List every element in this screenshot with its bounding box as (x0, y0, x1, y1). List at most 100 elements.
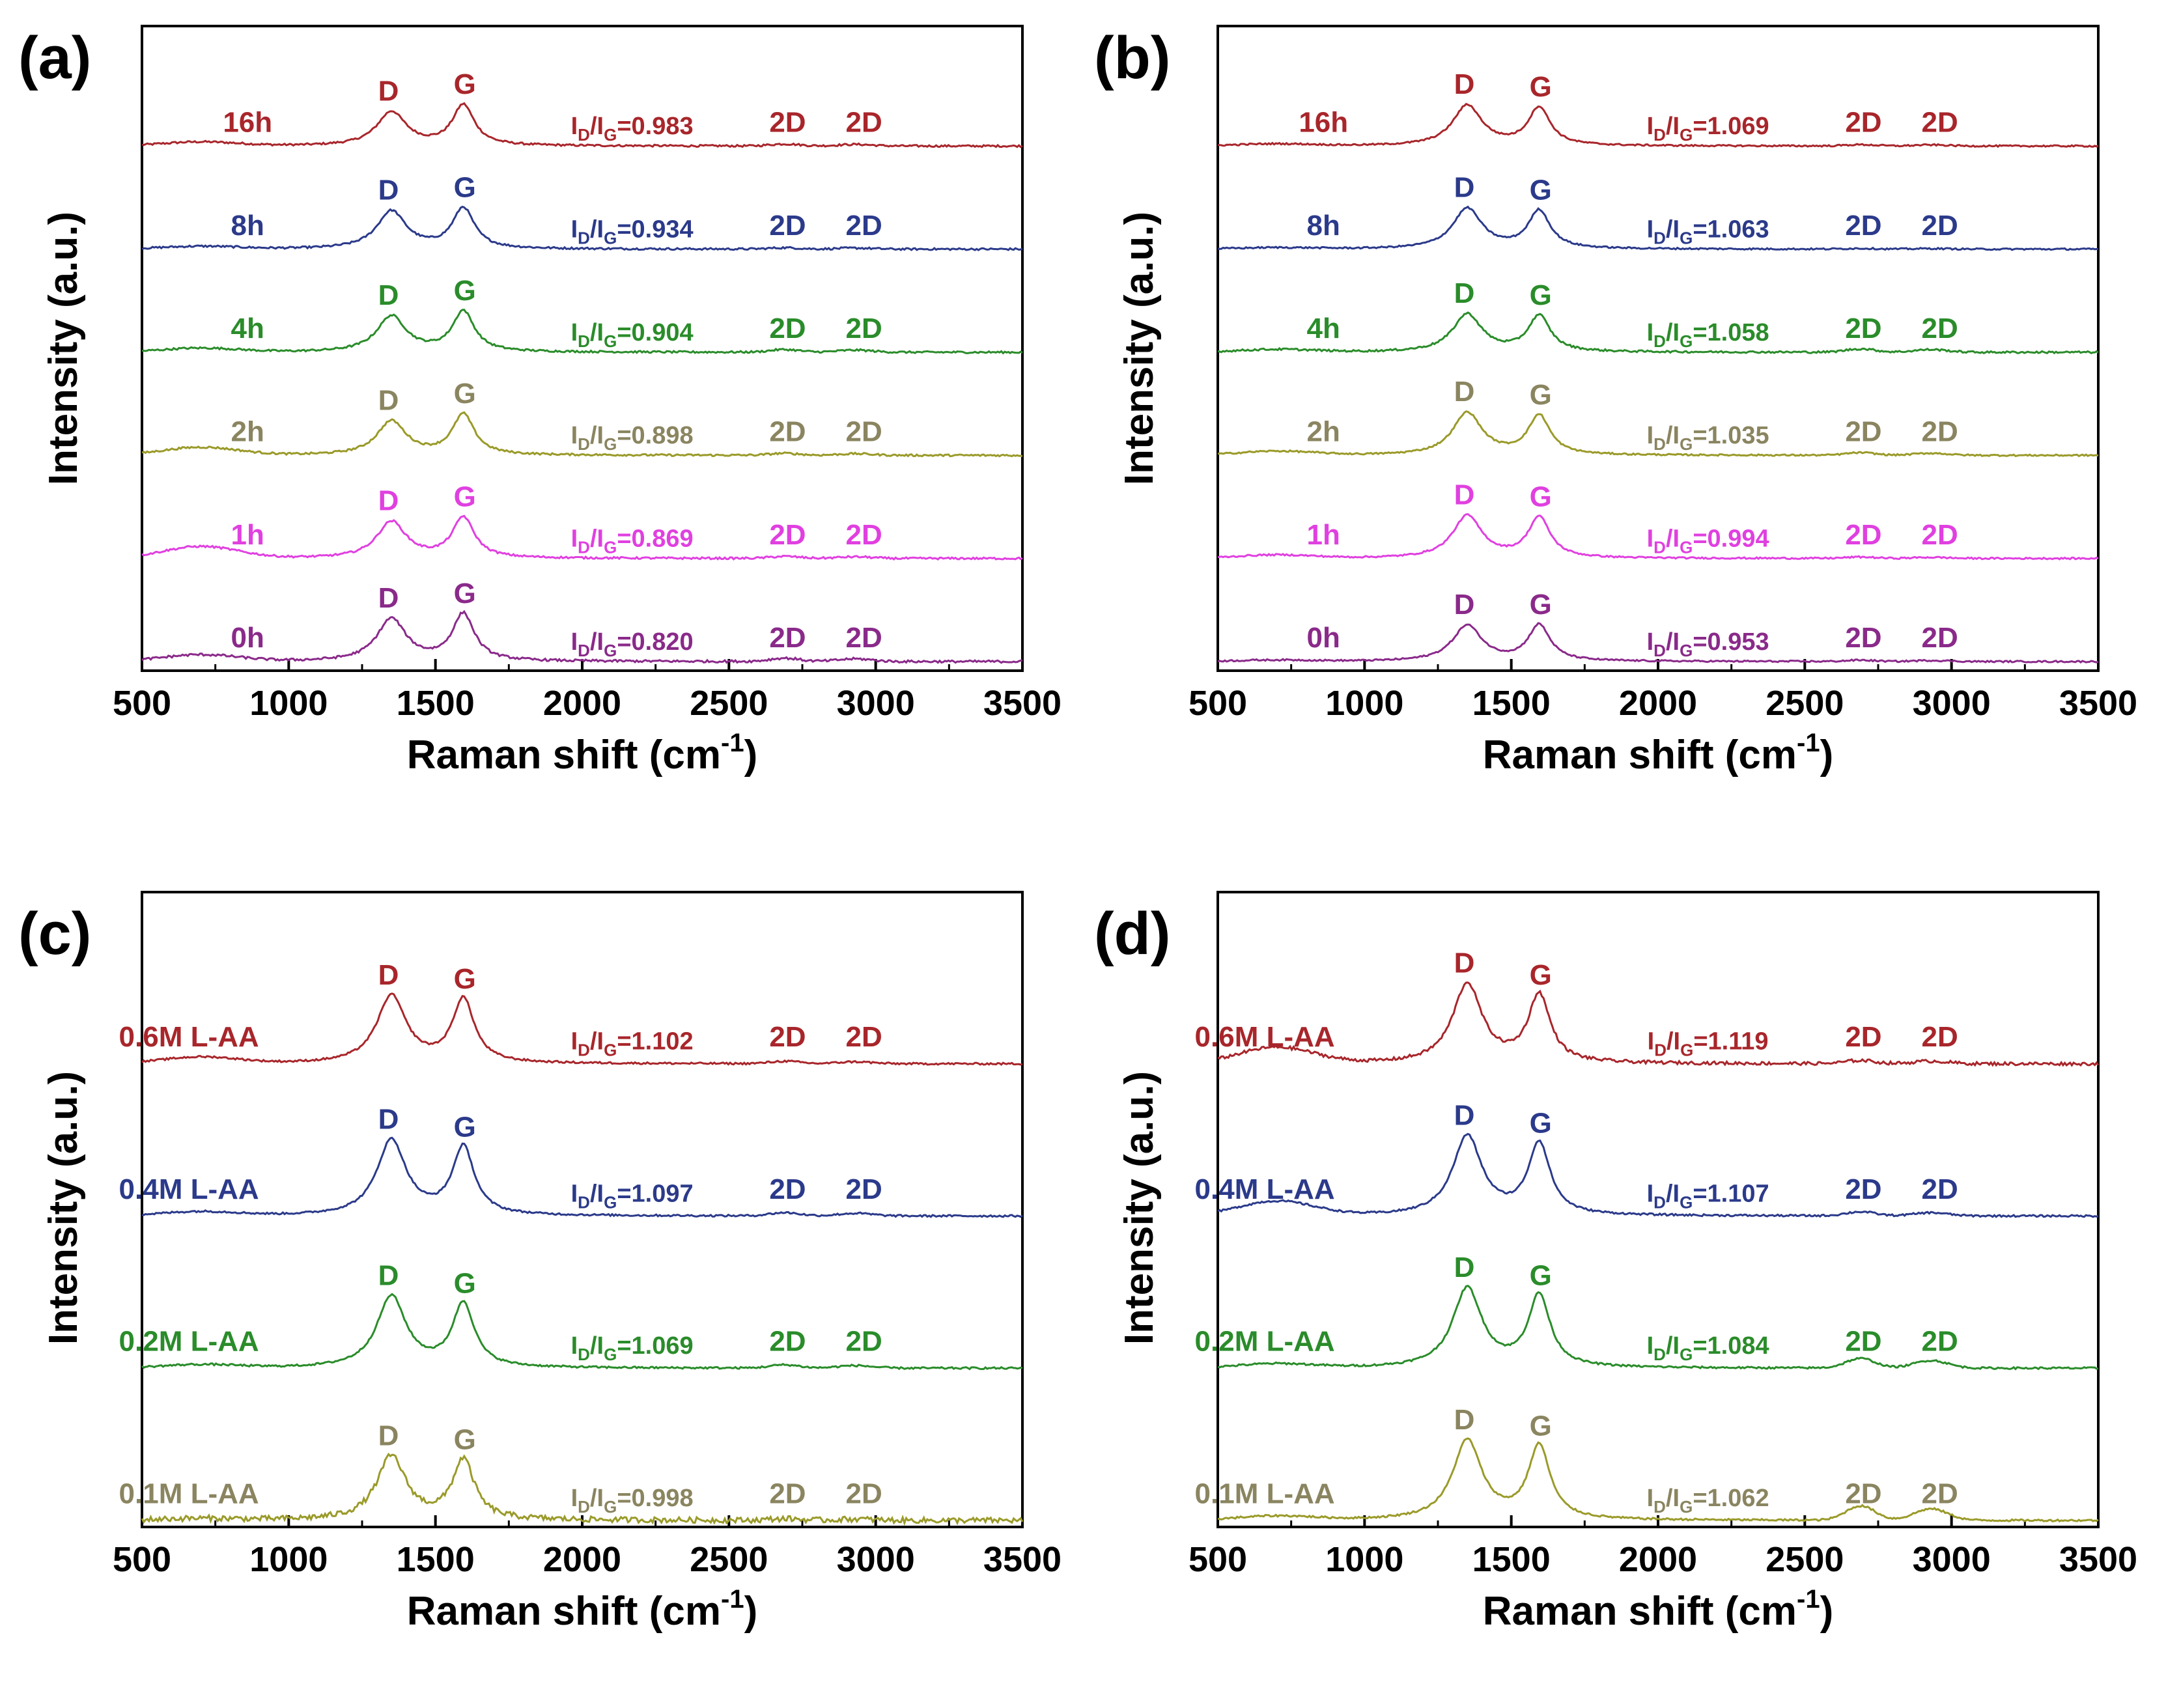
peak-label-g: G (1530, 71, 1552, 103)
ratio-sep: /I (590, 1332, 604, 1360)
x-axis-label-close: ) (1820, 733, 1834, 777)
peak-label-2d: 2D (769, 1173, 806, 1205)
x-axis-label-close: ) (744, 1589, 758, 1634)
peak-label-d: D (378, 582, 399, 614)
peak-label-d: D (1454, 277, 1475, 309)
ratio-sep: /I (1667, 1028, 1680, 1056)
x-tick-label: 1500 (1472, 1540, 1551, 1579)
ratio-label: ID/IG=1.035 (1647, 422, 1769, 454)
ratio-label: ID/IG=1.107 (1647, 1180, 1769, 1212)
ratio-label: ID/IG=1.084 (1647, 1332, 1769, 1364)
ratio-label: ID/IG=1.097 (571, 1180, 694, 1212)
ratio-value: =0.998 (617, 1485, 693, 1512)
peak-label-2d: 2D (1922, 1477, 1958, 1509)
peak-label-2d: 2D (1922, 622, 1958, 654)
ratio-i: I (1647, 113, 1654, 140)
peak-label-g: G (454, 481, 476, 513)
peak-label-2d: 2D (846, 1173, 882, 1205)
peak-label-2d: 2D (1845, 622, 1881, 654)
spectrum-line (1218, 102, 2099, 148)
spectrum-line (1217, 205, 2099, 251)
peak-label-2d: 2D (1845, 1021, 1881, 1053)
ratio-sub-g: G (1680, 434, 1693, 454)
ratio-sub-d: D (578, 1345, 590, 1364)
peak-label-d: D (378, 279, 399, 311)
ratio-value: =1.107 (1693, 1180, 1769, 1207)
ratio-label: ID/IG=0.869 (571, 525, 694, 557)
ratio-sub-g: G (1680, 1345, 1693, 1364)
peak-label-2d: 2D (1845, 519, 1881, 551)
peak-label-g: G (1530, 379, 1552, 411)
ratio-sub-d: D (578, 125, 590, 145)
x-tick-label: 3500 (983, 1540, 1062, 1579)
ratio-sub-d: D (578, 1497, 590, 1517)
series-label: 0.1M L-AA (119, 1477, 259, 1509)
ratio-sub-g: G (604, 641, 617, 660)
ratio-i: I (571, 216, 578, 243)
ratio-label: ID/IG=1.058 (1647, 319, 1769, 351)
peak-label-d: D (1454, 172, 1475, 204)
ratio-label: ID/IG=0.994 (1647, 525, 1769, 557)
peak-label-2d: 2D (846, 415, 882, 447)
peak-label-2d: 2D (769, 1021, 806, 1053)
ratio-sep: /I (590, 1180, 604, 1207)
peak-label-g: G (1530, 959, 1552, 991)
series-label: 1h (231, 519, 264, 551)
ratio-value: =1.063 (1693, 216, 1769, 243)
peak-label-2d: 2D (846, 1477, 882, 1509)
ratio-sub-g: G (1680, 1192, 1693, 1212)
spectrum-line (1217, 1437, 2099, 1523)
ratio-sub-g: G (604, 537, 617, 557)
ratio-value: =0.953 (1693, 628, 1769, 656)
peak-label-2d: 2D (846, 519, 882, 551)
ratio-sep: /I (1666, 525, 1680, 552)
ratio-value: =0.904 (617, 319, 693, 346)
ratio-sep: /I (1666, 216, 1680, 243)
x-tick-label: 2500 (690, 684, 768, 723)
series-label: 0.2M L-AA (119, 1326, 259, 1358)
ratio-sub-d: D (1653, 125, 1666, 145)
x-tick-label: 500 (113, 1540, 171, 1579)
peak-label-2d: 2D (1922, 1021, 1958, 1053)
ratio-value: =1.035 (1693, 422, 1769, 449)
peak-label-2d: 2D (846, 1021, 882, 1053)
ratio-sub-g: G (1680, 1041, 1693, 1060)
ratio-sub-d: D (578, 641, 590, 660)
ratio-i: I (1647, 1485, 1654, 1512)
y-axis-label: Intensity (a.u.) (1117, 212, 1162, 485)
ratio-label: ID/IG=0.904 (571, 319, 694, 351)
ratio-sub-g: G (1680, 641, 1693, 660)
x-axis-label: Raman shift (cm-1) (407, 1585, 758, 1634)
panel-letter: (c) (18, 901, 91, 967)
spectrum-line (1217, 981, 2100, 1067)
peak-label-g: G (1530, 1410, 1552, 1442)
ratio-sub-g: G (1680, 1497, 1693, 1517)
ratio-sub-d: D (1653, 331, 1666, 351)
ratio-i: I (571, 628, 578, 656)
panel-d: (d) 500 1000 1500 2000 2500 3000 3500 Raman shif… (1094, 891, 2137, 1634)
y-axis-label: Intensity (a.u.) (1117, 1071, 1162, 1345)
series-label: 2h (1307, 415, 1340, 447)
ratio-i: I (1647, 216, 1654, 243)
x-tick-label: 2000 (1619, 684, 1697, 723)
ratio-i: I (571, 1332, 578, 1360)
ratio-value: =1.119 (1693, 1028, 1768, 1056)
series-label: 8h (1307, 210, 1340, 242)
peak-label-d: D (378, 384, 399, 416)
series-label: 0.6M L-AA (1195, 1021, 1335, 1053)
ratio-value: =1.102 (617, 1028, 693, 1056)
x-axis-label: Raman shift (cm-1) (1483, 729, 1834, 777)
peak-label-g: G (454, 68, 476, 100)
ratio-sub-g: G (604, 125, 617, 145)
panel-b: (b) 500 1000 1500 2000 2500 3000 3500 Raman shif… (1094, 25, 2137, 777)
ratio-value: =0.820 (617, 628, 693, 656)
peak-label-g: G (454, 1112, 476, 1143)
series-label: 0.4M L-AA (119, 1173, 259, 1205)
x-axis-label-main: Raman shift (cm (1483, 1589, 1797, 1634)
peak-label-g: G (454, 1423, 476, 1455)
ratio-label: ID/IG=0.998 (571, 1485, 694, 1517)
ratio-label: ID/IG=1.119 (1648, 1028, 1769, 1060)
spectrum-line (1217, 513, 2099, 561)
ratio-label: ID/IG=1.102 (571, 1028, 694, 1060)
